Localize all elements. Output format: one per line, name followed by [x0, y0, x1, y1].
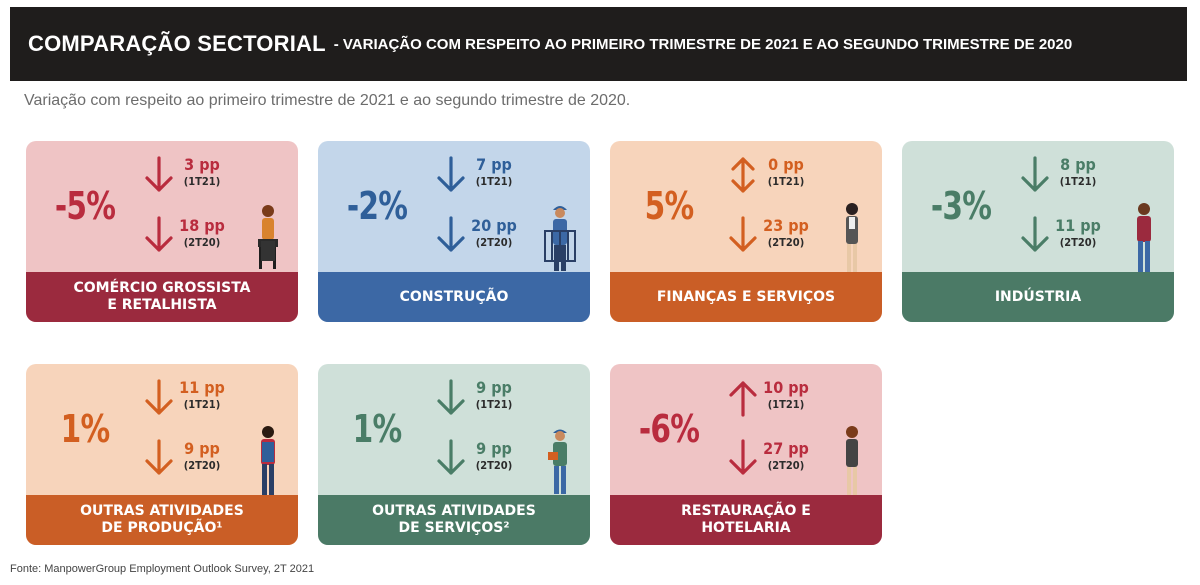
change-value: 23 pp [763, 216, 809, 235]
person-illustration-icon [540, 201, 580, 281]
sector-name: OUTRAS ATIVIDADES DE SERVIÇOS² [318, 495, 590, 545]
change-value: 7 pp [476, 155, 512, 174]
arrow-down-icon [144, 155, 174, 195]
sector-percentage: -6% [638, 407, 700, 451]
change-vs-2t20: 27 pp (2T20) [756, 440, 816, 474]
arrow-down-icon [728, 215, 758, 255]
period-label: (2T20) [475, 459, 513, 472]
change-vs-1t21: 3 pp (1T21) [172, 156, 232, 190]
period-label: (2T20) [1059, 236, 1097, 249]
person-illustration-icon [248, 424, 288, 504]
period-label: (1T21) [183, 175, 221, 188]
arrow-down-icon [144, 378, 174, 418]
change-vs-1t21: 9 pp (1T21) [464, 379, 524, 413]
arrow-down-icon [436, 378, 466, 418]
period-label: (1T21) [767, 175, 805, 188]
change-value: 11 pp [1055, 216, 1101, 235]
period-label: (2T20) [767, 459, 805, 472]
sector-percentage: -2% [346, 184, 408, 228]
arrow-down-icon [1020, 155, 1050, 195]
person-illustration-icon [540, 424, 580, 504]
arrow-down-icon [1020, 215, 1050, 255]
period-label: (1T21) [475, 175, 513, 188]
arrow-down-icon [144, 438, 174, 478]
sector-card: -5% 3 pp (1T21) 18 pp (2T20) COMÉRCIO GROSSIS… [26, 141, 298, 322]
sector-name: COMÉRCIO GROSSISTA E RETALHISTA [26, 272, 298, 322]
change-value: 0 pp [768, 155, 804, 174]
change-value: 9 pp [476, 378, 512, 397]
period-label: (2T20) [475, 236, 513, 249]
sector-percentage: -3% [930, 184, 992, 228]
sector-name: FINANÇAS E SERVIÇOS [610, 272, 882, 322]
change-value: 10 pp [763, 378, 809, 397]
person-illustration-icon [1124, 201, 1164, 281]
sector-percentage: -5% [54, 184, 116, 228]
source-note: Fonte: ManpowerGroup Employment Outlook … [10, 563, 315, 575]
arrow-down-icon [436, 438, 466, 478]
sector-name: OUTRAS ATIVIDADES DE PRODUÇÃO¹ [26, 495, 298, 545]
change-vs-1t21: 10 pp (1T21) [756, 379, 816, 413]
change-vs-2t20: 23 pp (2T20) [756, 217, 816, 251]
sector-percentage: 1% [60, 407, 111, 451]
period-label: (1T21) [767, 398, 805, 411]
sector-card: 1% 11 pp (1T21) 9 pp (2T20) OUTRAS ATIVIDADES… [26, 364, 298, 545]
sector-name: CONSTRUÇÃO [318, 272, 590, 322]
change-vs-2t20: 9 pp (2T20) [172, 440, 232, 474]
change-vs-2t20: 20 pp (2T20) [464, 217, 524, 251]
page-title: COMPARAÇÃO SECTORIAL [28, 31, 326, 56]
sector-name: RESTAURAÇÃO E HOTELARIA [610, 495, 882, 545]
person-illustration-icon [832, 201, 872, 281]
person-illustration-icon [248, 201, 288, 281]
change-vs-2t20: 9 pp (2T20) [464, 440, 524, 474]
period-label: (1T21) [1059, 175, 1097, 188]
sector-card: 1% 9 pp (1T21) 9 pp (2T20) OUTRAS ATIVIDADES … [318, 364, 590, 545]
arrow-up-icon [728, 378, 758, 418]
change-vs-1t21: 7 pp (1T21) [464, 156, 524, 190]
change-value: 8 pp [1060, 155, 1096, 174]
change-value: 3 pp [184, 155, 220, 174]
sector-percentage: 1% [352, 407, 403, 451]
change-value: 9 pp [476, 439, 512, 458]
sector-card: -6% 10 pp (1T21) 27 pp (2T20) RESTAURAÇÃO E H… [610, 364, 882, 545]
change-vs-2t20: 11 pp (2T20) [1048, 217, 1108, 251]
change-value: 11 pp [179, 378, 225, 397]
period-label: (2T20) [183, 236, 221, 249]
change-vs-2t20: 18 pp (2T20) [172, 217, 232, 251]
sector-card: -2% 7 pp (1T21) 20 pp (2T20) CONSTRUÇÃO [318, 141, 590, 322]
header-bar: COMPARAÇÃO SECTORIAL - VARIAÇÃO COM RESP… [10, 7, 1187, 81]
change-value: 27 pp [763, 439, 809, 458]
page-subtitle: - VARIAÇÃO COM RESPEITO AO PRIMEIRO TRIM… [333, 35, 1073, 53]
period-label: (1T21) [475, 398, 513, 411]
change-value: 20 pp [471, 216, 517, 235]
change-vs-1t21: 8 pp (1T21) [1048, 156, 1108, 190]
period-label: (2T20) [767, 236, 805, 249]
arrow-down-icon [436, 215, 466, 255]
arrow-down-icon [728, 438, 758, 478]
change-vs-1t21: 11 pp (1T21) [172, 379, 232, 413]
change-vs-1t21: 0 pp (1T21) [756, 156, 816, 190]
sector-name: INDÚSTRIA [902, 272, 1174, 322]
arrow-down-icon [144, 215, 174, 255]
change-value: 9 pp [184, 439, 220, 458]
period-label: (2T20) [183, 459, 221, 472]
intro-text: Variação com respeito ao primeiro trimes… [24, 92, 631, 109]
arrow-down-icon [436, 155, 466, 195]
person-illustration-icon [832, 424, 872, 504]
sector-card: 5% 0 pp (1T21) 23 pp (2T20) FINANÇAS E SERVIÇ… [610, 141, 882, 322]
change-value: 18 pp [179, 216, 225, 235]
up-down-arrow-icon [728, 155, 758, 195]
sector-card: -3% 8 pp (1T21) 11 pp (2T20) INDÚSTRIA [902, 141, 1174, 322]
period-label: (1T21) [183, 398, 221, 411]
sector-percentage: 5% [644, 184, 695, 228]
